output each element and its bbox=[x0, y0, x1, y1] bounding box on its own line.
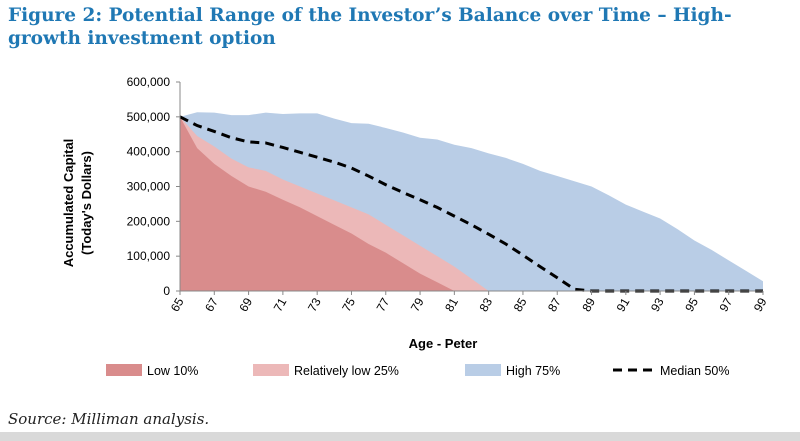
x-tick-label: 95 bbox=[682, 295, 701, 314]
x-tick-label: 89 bbox=[579, 295, 598, 314]
y-tick-label: 100,000 bbox=[127, 249, 171, 263]
y-axis-title-line1: Accumulated Capital bbox=[61, 139, 76, 268]
x-axis-title: Age - Peter bbox=[409, 336, 478, 351]
y-tick-label: 200,000 bbox=[127, 214, 171, 228]
chart-areas bbox=[180, 112, 763, 292]
y-tick-label: 600,000 bbox=[127, 75, 171, 89]
x-tick-label: 65 bbox=[168, 295, 187, 314]
x-tick-label: 75 bbox=[339, 295, 358, 314]
legend-item-median-50: Median 50% bbox=[613, 364, 730, 378]
legend-swatch bbox=[465, 364, 501, 376]
x-tick-label: 85 bbox=[511, 295, 530, 314]
x-tick-label: 77 bbox=[374, 295, 393, 314]
y-tick-label: 500,000 bbox=[127, 110, 171, 124]
x-tick-label: 73 bbox=[305, 295, 324, 314]
legend-item-low-10: Low 10% bbox=[106, 364, 198, 378]
area-low-10 bbox=[180, 116, 763, 291]
x-tick-labels: 65 67 69 71 73 75 77 79 81 83 85 87 89 91 93 95 97 99 bbox=[168, 291, 770, 314]
legend-label: Low 10% bbox=[147, 364, 198, 378]
legend-swatch bbox=[106, 364, 142, 376]
legend-label: Relatively low 25% bbox=[294, 364, 399, 378]
y-tick-label: 0 bbox=[163, 284, 170, 298]
x-tick-label: 71 bbox=[271, 295, 290, 314]
chart: 0 100,000 200,000 300,000 400,000 500,000 600,… bbox=[61, 75, 770, 378]
y-axis-title-line2: (Today's Dollars) bbox=[79, 151, 94, 255]
bottom-rule bbox=[0, 432, 800, 441]
x-tick-label: 83 bbox=[476, 295, 495, 314]
legend-label: High 75% bbox=[506, 364, 560, 378]
source-note: Source: Milliman analysis. bbox=[8, 410, 210, 428]
legend-item-relatively-low-25: Relatively low 25% bbox=[253, 364, 399, 378]
x-tick-label: 91 bbox=[614, 295, 633, 314]
x-tick-label: 79 bbox=[408, 295, 427, 314]
x-tick-label: 81 bbox=[442, 295, 461, 314]
y-tick-label: 300,000 bbox=[127, 180, 171, 194]
x-tick-label: 93 bbox=[648, 295, 667, 314]
x-tick-label: 87 bbox=[545, 295, 564, 314]
y-tick-labels: 0 100,000 200,000 300,000 400,000 500,000 600,… bbox=[127, 75, 180, 298]
chart-legend: Low 10% Relatively low 25% High 75% Median … bbox=[106, 364, 730, 378]
y-tick-label: 400,000 bbox=[127, 145, 171, 159]
x-tick-label: 69 bbox=[236, 295, 255, 314]
legend-item-high-75: High 75% bbox=[465, 364, 560, 378]
figure-title: Figure 2: Potential Range of the Investo… bbox=[8, 5, 732, 49]
x-tick-label: 97 bbox=[716, 295, 735, 314]
legend-swatch bbox=[253, 364, 289, 376]
legend-label: Median 50% bbox=[660, 364, 730, 378]
x-tick-label: 67 bbox=[202, 295, 221, 314]
x-tick-label: 99 bbox=[751, 295, 770, 314]
